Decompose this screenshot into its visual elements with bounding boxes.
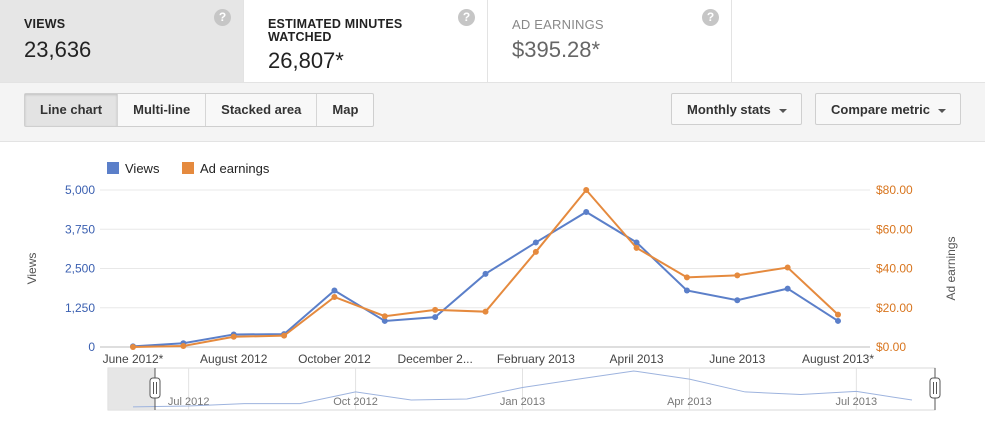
data-point	[281, 332, 288, 339]
y2-tick-label: $60.00	[876, 222, 913, 236]
metric-value: $395.28*	[512, 37, 601, 62]
chart-type-selector: Line chart Multi-line Stacked area Map	[24, 93, 375, 127]
metric-cards: Views 23,636 ? Estimated minutes watched…	[0, 0, 985, 83]
legend-swatch	[182, 162, 194, 174]
multi-line-button[interactable]: Multi-line	[118, 94, 207, 126]
data-point	[230, 333, 237, 340]
navigator-tick-label: Jul 2012	[168, 396, 210, 408]
navigator-tick-label: Apr 2013	[667, 396, 712, 408]
x-tick-label: October 2012	[298, 352, 371, 366]
data-point	[130, 344, 136, 350]
data-point	[683, 287, 690, 294]
data-point	[180, 343, 187, 350]
data-point	[734, 297, 741, 304]
legend-label: Ad earnings	[200, 161, 270, 176]
caret-down-icon	[937, 108, 946, 113]
x-tick-label: December 2...	[397, 352, 472, 366]
y-axis-title: Views	[25, 253, 39, 285]
data-point	[381, 313, 388, 320]
y2-axis-title: Ad earnings	[944, 236, 958, 300]
x-tick-label: June 2012*	[103, 352, 164, 366]
navigator-tick-label: Oct 2012	[333, 396, 378, 408]
navigator-tick-label: Jul 2013	[836, 396, 878, 408]
data-point	[331, 287, 338, 294]
y2-tick-label: $40.00	[876, 262, 913, 276]
x-tick-label: August 2012	[200, 352, 268, 366]
data-point	[784, 264, 791, 271]
caret-down-icon	[778, 108, 787, 113]
compare-metric-label: Compare metric	[831, 102, 930, 117]
help-icon[interactable]: ?	[214, 9, 231, 26]
navigator-tick-label: Jan 2013	[500, 396, 545, 408]
x-tick-label: April 2013	[610, 352, 664, 366]
help-icon[interactable]: ?	[458, 9, 475, 26]
metric-filler	[732, 0, 985, 82]
data-point	[432, 306, 439, 313]
y-tick-label: 0	[88, 340, 95, 354]
data-point	[532, 248, 539, 255]
metric-value: 23,636	[24, 37, 92, 62]
data-point	[633, 239, 640, 246]
data-point	[583, 208, 590, 215]
x-tick-label: February 2013	[497, 352, 575, 366]
line-chart-button[interactable]: Line chart	[25, 94, 119, 126]
metric-value: 26,807*	[268, 48, 344, 73]
y2-tick-label: $20.00	[876, 301, 913, 315]
y-tick-label: 1,250	[65, 301, 95, 315]
data-point	[532, 239, 539, 246]
x-tick-label: August 2013*	[802, 352, 874, 366]
navigator-line	[132, 370, 913, 408]
metric-label: Estimated minutes watched	[268, 17, 403, 44]
data-point	[683, 274, 690, 281]
data-point	[734, 272, 741, 279]
data-point	[633, 244, 640, 251]
compare-metric-dropdown[interactable]: Compare metric	[815, 93, 961, 125]
range-handle[interactable]	[149, 377, 161, 399]
y-tick-label: 3,750	[65, 222, 95, 236]
range-selection-shade	[108, 368, 155, 410]
map-button[interactable]: Map	[332, 102, 359, 117]
metric-label: Views	[24, 17, 66, 31]
data-point	[432, 314, 439, 321]
y2-tick-label: $80.00	[876, 183, 913, 197]
y-tick-label: 2,500	[65, 262, 95, 276]
x-tick-label: June 2013	[709, 352, 765, 366]
range-handle[interactable]	[929, 377, 941, 399]
data-point	[331, 293, 338, 300]
y-tick-label: 5,000	[65, 183, 95, 197]
data-point	[482, 308, 489, 315]
legend-swatch	[107, 162, 119, 174]
metric-card-ad-earnings[interactable]: Ad earnings $395.28* ?	[488, 0, 732, 82]
data-point	[381, 317, 388, 324]
data-point	[583, 187, 590, 193]
monthly-stats-dropdown[interactable]: Monthly stats	[671, 93, 802, 125]
y2-tick-label: $0.00	[876, 340, 906, 354]
data-point	[835, 317, 841, 324]
help-icon[interactable]: ?	[702, 9, 719, 26]
chart-toolbar: Line chart Multi-line Stacked area Map M…	[0, 83, 985, 142]
data-point	[835, 311, 841, 318]
range-navigator	[107, 367, 936, 411]
data-point	[784, 285, 791, 292]
metric-card-minutes-watched[interactable]: Estimated minutes watched 26,807* ?	[244, 0, 488, 82]
data-point	[482, 270, 489, 277]
stacked-area-button[interactable]: Stacked area	[206, 94, 318, 126]
views-earnings-line-chart: 0 $0.00 1,250 $20.00 2,500 $40.00 3,750 $60.00 5…	[25, 161, 958, 411]
metric-label: Ad earnings	[512, 17, 604, 32]
monthly-stats-label: Monthly stats	[687, 102, 771, 117]
metric-card-views[interactable]: Views 23,636 ?	[0, 0, 244, 82]
legend-label: Views	[125, 161, 160, 176]
series-line	[132, 210, 839, 348]
